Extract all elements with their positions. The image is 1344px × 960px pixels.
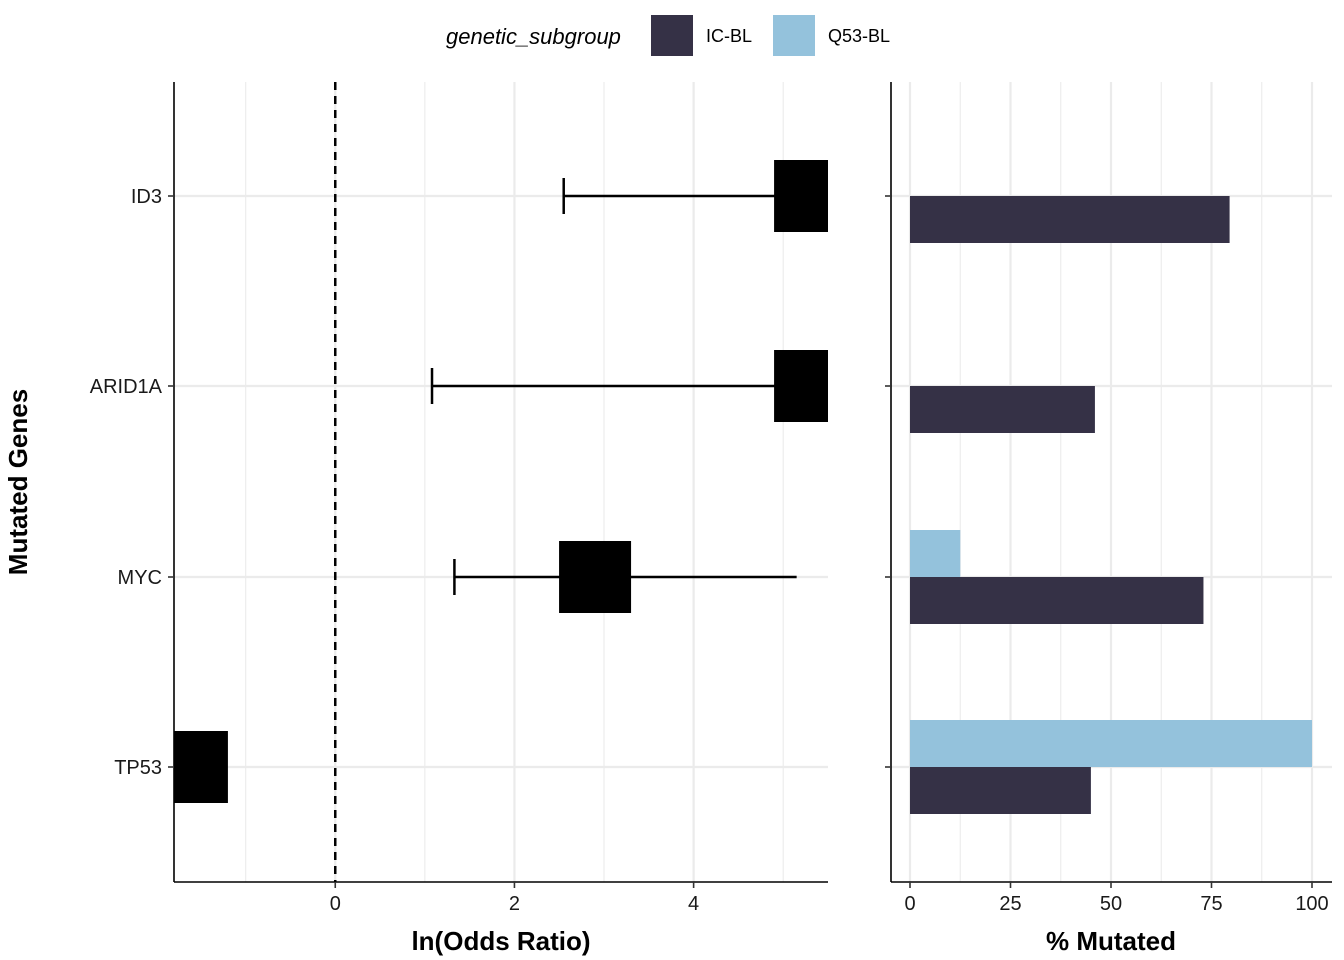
y-tick-label-tp53: TP53 bbox=[114, 757, 162, 779]
forest-mark-arid1a bbox=[430, 350, 828, 422]
forest-mark-myc bbox=[453, 541, 797, 613]
estimate-box-tp53 bbox=[174, 731, 228, 803]
forest-mark-tp53 bbox=[174, 731, 228, 803]
forest-mark-id3 bbox=[562, 160, 828, 232]
y-tick-label-arid1a: ARID1A bbox=[90, 376, 163, 398]
forest-x-tick-label: 2 bbox=[509, 893, 520, 915]
estimate-box-myc bbox=[559, 541, 632, 613]
estimate-box-id3 bbox=[774, 160, 828, 232]
legend-title: genetic_subgroup bbox=[446, 24, 621, 49]
forest-x-axis-title: ln(Odds Ratio) bbox=[411, 926, 590, 956]
bar-myc-q53-bl bbox=[910, 530, 961, 577]
bar-tp53-q53-bl bbox=[910, 720, 1312, 767]
bar-myc-ic-bl bbox=[910, 577, 1204, 624]
y-axis-title: Mutated Genes bbox=[3, 389, 33, 575]
legend: genetic_subgroup IC-BL Q53-BL bbox=[446, 15, 890, 56]
bar-tp53-ic-bl bbox=[910, 767, 1091, 814]
forest-x-tick-label: 4 bbox=[688, 893, 699, 915]
legend-label-q53-bl: Q53-BL bbox=[828, 26, 890, 46]
bar-x-tick-label: 0 bbox=[904, 893, 915, 915]
legend-swatch-ic-bl bbox=[651, 15, 693, 56]
bar-arid1a-ic-bl bbox=[910, 386, 1095, 433]
y-tick-label-id3: ID3 bbox=[131, 186, 162, 208]
percent-mutated-panel: 0 25 50 75 100 % Mutated bbox=[885, 82, 1332, 956]
bar-x-tick-label: 25 bbox=[999, 893, 1021, 915]
y-tick-label-myc: MYC bbox=[118, 567, 162, 589]
bar-x-tick-label: 50 bbox=[1100, 893, 1122, 915]
bar-x-tick-label: 100 bbox=[1295, 893, 1328, 915]
estimate-box-arid1a bbox=[774, 350, 828, 422]
forest-plot-panel: ID3 ARID1A MYC TP53 0 2 4 ln(Odds Ratio) Muta… bbox=[3, 82, 828, 956]
legend-label-ic-bl: IC-BL bbox=[706, 26, 752, 46]
forest-x-tick-label: 0 bbox=[330, 893, 341, 915]
bar-id3-ic-bl bbox=[910, 196, 1230, 243]
bar-x-axis-title: % Mutated bbox=[1046, 926, 1176, 956]
legend-swatch-q53-bl bbox=[773, 15, 815, 56]
bar-x-tick-label: 75 bbox=[1200, 893, 1222, 915]
